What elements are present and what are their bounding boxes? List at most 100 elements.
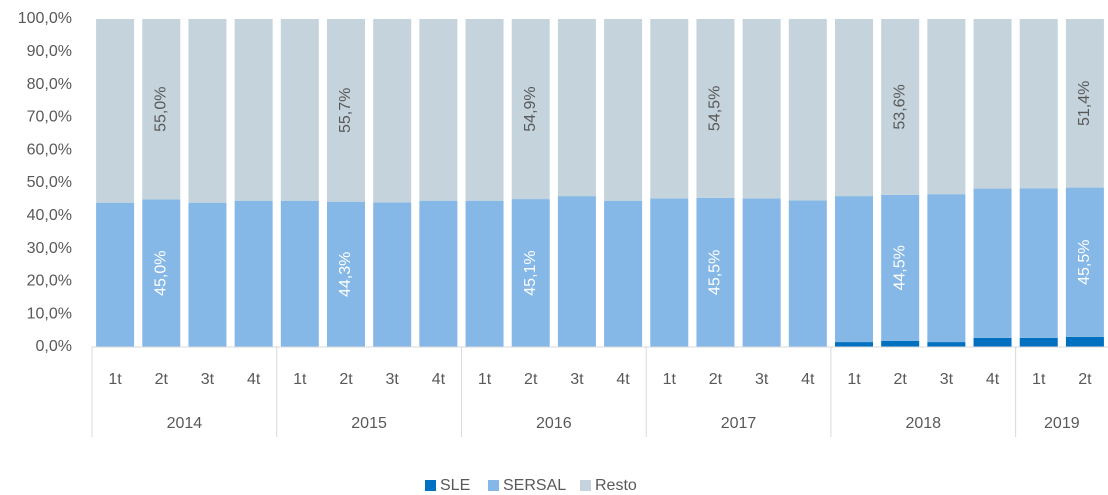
value-label: 45,5% (707, 250, 724, 295)
value-label: 45,5% (1076, 240, 1093, 285)
x-tick-label: 1t (663, 371, 677, 388)
bar-segment (419, 200, 458, 347)
bar-segment (604, 200, 643, 347)
y-tick-label: 10,0% (27, 305, 72, 322)
y-tick-label: 30,0% (27, 240, 72, 257)
y-tick-label: 0,0% (36, 338, 72, 355)
x-tick-label: 3t (386, 371, 400, 388)
x-tick-label: 4t (432, 371, 446, 388)
x-tick-label: 4t (247, 371, 261, 388)
bar-segment (1019, 337, 1058, 347)
group-label: 2015 (351, 415, 387, 432)
bar-segment (557, 196, 596, 347)
value-label: 44,5% (891, 245, 908, 290)
bar-segment (373, 202, 412, 347)
bar-segment (465, 19, 504, 201)
legend-swatch (488, 480, 499, 491)
x-tick-label: 3t (201, 371, 215, 388)
bar-segment (234, 19, 273, 201)
bar-segment (835, 342, 873, 347)
bar-segment (604, 19, 643, 201)
bar-segment (1019, 19, 1058, 189)
x-tick-label: 2t (709, 371, 723, 388)
y-tick-label: 100,0% (18, 10, 72, 27)
value-label: 51,4% (1076, 81, 1093, 126)
x-tick-label: 2t (339, 371, 353, 388)
bar-segment (881, 194, 920, 341)
bar-segment (1019, 188, 1058, 338)
value-label: 45,0% (152, 251, 169, 296)
bar-segment (96, 202, 135, 347)
bar-segment (280, 200, 319, 347)
x-tick-label: 3t (570, 371, 584, 388)
bar-segment (234, 200, 273, 347)
bar-segment (1065, 19, 1104, 188)
bar-segment (927, 19, 966, 195)
value-label: 54,9% (522, 86, 539, 131)
group-label: 2017 (721, 415, 757, 432)
y-tick-label: 90,0% (27, 43, 72, 60)
bar-segment (973, 19, 1012, 189)
bar-segment (973, 188, 1012, 338)
bar-segment (188, 19, 227, 203)
legend-label: SERSAL (503, 477, 566, 494)
bar-segment (973, 337, 1012, 347)
group-label: 2019 (1044, 415, 1080, 432)
value-label: 55,7% (337, 88, 354, 133)
x-tick-label: 4t (801, 371, 815, 388)
bar-segment (419, 19, 458, 201)
x-tick-label: 2t (524, 371, 538, 388)
legend-label: SLE (440, 477, 470, 494)
y-tick-label: 20,0% (27, 273, 72, 290)
x-tick-label: 4t (986, 371, 1000, 388)
y-tick-label: 80,0% (27, 76, 72, 93)
bar-segment (696, 19, 735, 198)
x-tick-label: 2t (894, 371, 908, 388)
x-tick-label: 4t (616, 371, 630, 388)
bar-segment (327, 201, 365, 347)
legend-swatch (580, 480, 591, 491)
bar-segment (742, 19, 781, 199)
value-label: 45,1% (522, 250, 539, 295)
bar-segment (465, 200, 504, 347)
bar-segment (650, 19, 689, 199)
bar-segment (280, 19, 319, 201)
value-label: 53,6% (891, 84, 908, 129)
x-tick-label: 1t (1032, 371, 1046, 388)
bar-segment (142, 199, 181, 347)
bar-segment (788, 19, 827, 201)
x-tick-label: 1t (847, 371, 861, 388)
group-label: 2016 (536, 415, 572, 432)
bar-segment (881, 340, 920, 347)
bar-segment (696, 197, 735, 347)
y-tick-label: 70,0% (27, 109, 72, 126)
legend-swatch (425, 480, 436, 491)
bar-segment (835, 196, 873, 343)
y-tick-label: 40,0% (27, 207, 72, 224)
group-label: 2018 (905, 415, 941, 432)
bar-segment (96, 19, 135, 203)
bar-segment (881, 19, 920, 195)
bar-segment (1065, 336, 1104, 347)
bar-segment (142, 19, 181, 200)
x-tick-label: 1t (478, 371, 492, 388)
x-tick-label: 1t (293, 371, 307, 388)
bar-segment (511, 199, 550, 347)
bar-segment (927, 194, 966, 343)
bar-segment (835, 19, 873, 197)
group-label: 2014 (167, 415, 203, 432)
bar-segment (927, 342, 966, 347)
bar-segment (742, 198, 781, 347)
x-tick-label: 2t (155, 371, 169, 388)
y-tick-label: 50,0% (27, 174, 72, 191)
bar-segment (557, 19, 596, 197)
bar-segment (788, 200, 827, 347)
legend-label: Resto (595, 477, 637, 494)
x-tick-label: 3t (755, 371, 769, 388)
bar-segment (1065, 187, 1104, 337)
bar-segment (188, 202, 227, 347)
bar-segment (650, 198, 689, 347)
bar-segment (373, 19, 412, 203)
value-label: 54,5% (707, 86, 724, 131)
